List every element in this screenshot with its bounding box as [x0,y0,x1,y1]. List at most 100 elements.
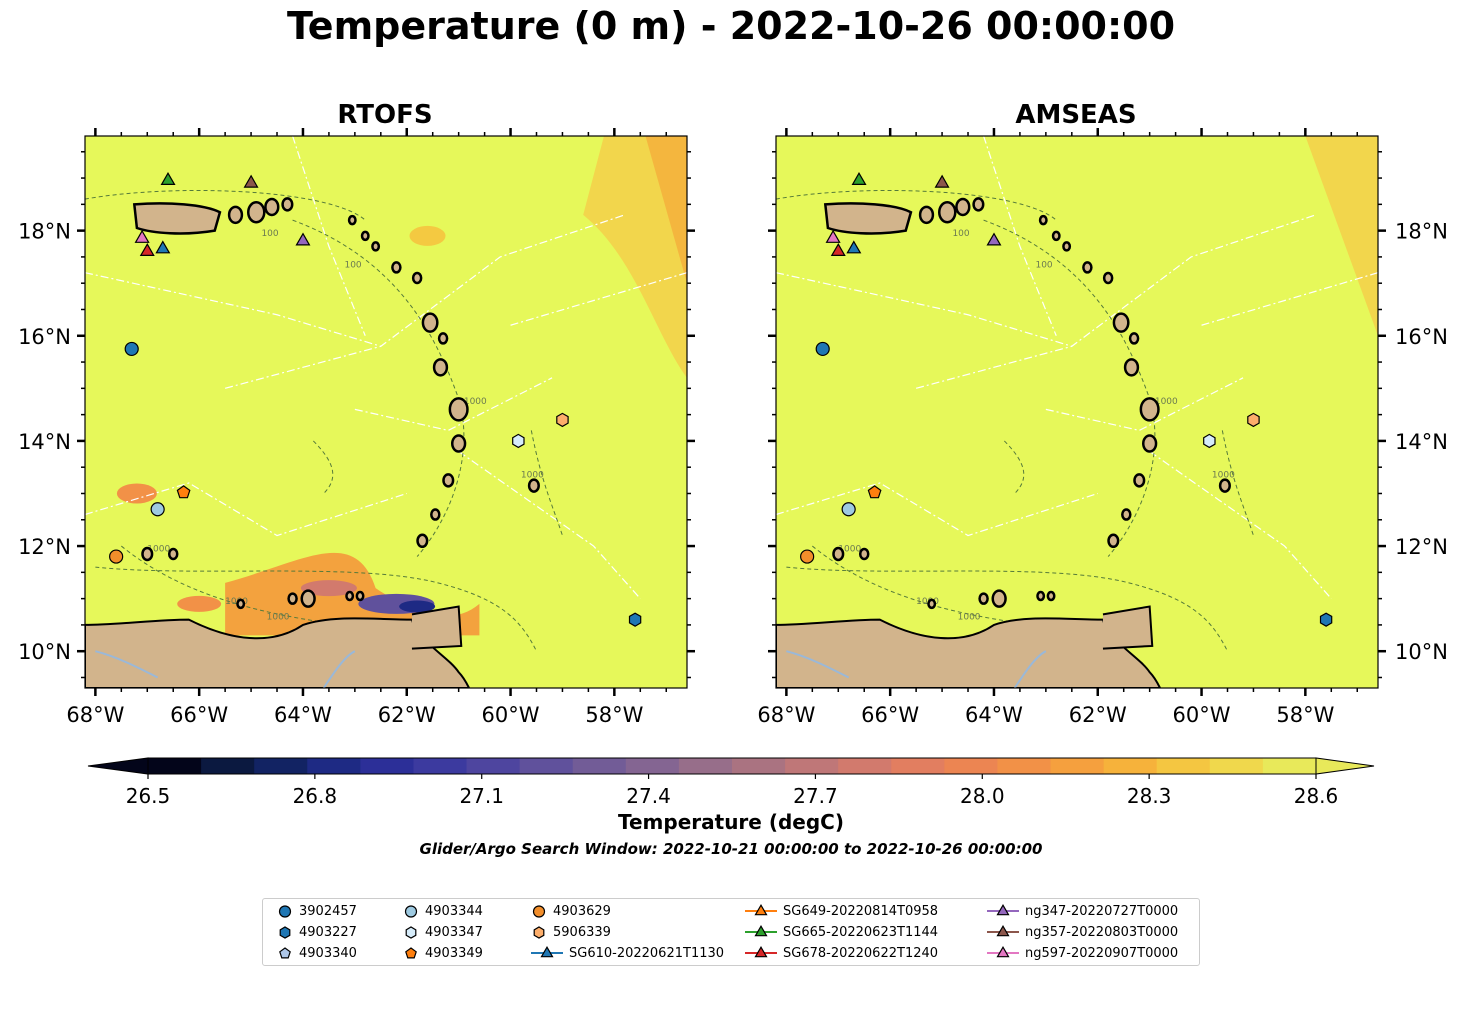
bathymetry-contour [312,440,334,494]
x-tick-label: 68°W [66,703,124,727]
colorbar-segment [466,758,521,774]
island [264,197,280,217]
boundary-line [458,450,641,600]
island [355,590,365,602]
marker-4903349 [867,485,882,499]
river [322,650,356,688]
x-tick-label: 66°W [861,703,919,727]
legend-label: 5906339 [553,924,611,940]
contour-label: 1000 [147,544,170,554]
cold-water-patch [300,580,357,597]
legend-item: 5906339 [531,924,611,940]
legend-item: 3902457 [277,903,357,919]
y-tick-label: 14°N [1395,430,1448,454]
island [1046,590,1056,602]
legend-label: ng357-20220803T0000 [1025,924,1179,940]
marker-3902457 [124,341,139,357]
legend-swatch [987,904,1019,916]
y-tick-label: 16°N [1395,325,1448,349]
island [391,261,402,274]
map-panel-rtofs: 1001001000100010001000100068°W66°W64°W62… [18,128,695,727]
y-tick-label: 12°N [1395,535,1448,559]
legend-swatch [531,946,563,958]
legend-swatch [745,904,777,916]
legend-item: SG665-20220623T1144 [745,924,938,940]
island [421,312,439,333]
legend-label: SG649-20220814T0958 [783,903,939,919]
marker-5906339 [556,412,569,428]
legend-item: SG678-20220622T1240 [745,945,938,961]
x-tick-label: 64°W [965,703,1023,727]
marker-ng357-20220803T0000 [243,174,259,188]
bathymetry-contour [530,430,563,536]
bathymetry-contour [776,190,1057,221]
legend-swatch [278,905,292,918]
marker-5906339 [1247,412,1260,428]
legend-marker [279,926,291,939]
contour-label: 1000 [1212,471,1235,481]
marker-SG678-20220622T1240 [139,242,155,256]
legend-marker [404,905,418,918]
legend-marker [405,926,417,939]
map-panels: 100 100 1000 1000 1000 1000 1000 68°W 66°W 64°W 62… [18,128,1448,727]
x-tick-label: 64°W [274,703,332,727]
legend-swatch [987,925,1019,937]
legend-label: 4903349 [425,945,483,961]
contour-label: 100 [952,229,969,239]
legend-marker [532,905,546,918]
boundary-line [510,272,687,326]
legend-label: 4903347 [425,924,483,940]
legend-swatch [533,926,545,939]
puerto-rico-land [132,202,222,235]
island [1218,478,1231,493]
colorbar-tick-label: 28.3 [1127,784,1172,808]
legend-swatch [745,946,777,958]
y-tick-label: 12°N [18,535,71,559]
island [1102,271,1114,285]
island [300,589,316,608]
legend-item: SG610-20220621T1130 [531,945,724,961]
south-america-land [776,617,1162,688]
marker-SG665-20220623T1144 [160,171,176,185]
chart-title: Temperature (0 m) - 2022-10-26 00:00:00 [286,4,1176,48]
warm-water-patch [177,595,222,612]
legend-swatch [405,947,417,959]
legend-marker [533,926,545,939]
legend-label: 3902457 [299,903,357,919]
island [832,546,845,562]
legend-marker [754,904,768,916]
bathymetry-contour [85,190,366,221]
colorbar-segment [1050,758,1105,774]
south-america-land [85,617,471,688]
colorbar-segment [838,758,892,774]
legend-label: 4903629 [553,903,611,919]
island [281,197,294,212]
colorbar-segment [572,758,627,774]
colorbar-segment [1262,758,1317,774]
colorbar-tick-label: 27.1 [459,784,504,808]
island [442,473,455,488]
legend-item: 4903629 [531,903,611,919]
colorbar-segment [997,758,1052,774]
island [1112,312,1130,333]
island [1133,473,1146,488]
legend-item: 4903227 [277,924,357,940]
boundary-line [1149,450,1332,600]
y-tick-label: 16°N [18,325,71,349]
warm-water-patch [583,136,687,378]
legend-swatch [279,926,291,939]
island [451,434,467,453]
marker-SG678-20220622T1240 [830,242,846,256]
marker-4903629 [800,549,815,564]
map-frame [84,135,688,689]
island [927,598,937,610]
marker-4903227 [1319,612,1333,627]
y-tick-label: 10°N [1395,640,1448,664]
island [1051,230,1061,242]
legend-marker [540,946,554,958]
island [430,508,441,521]
x-tick-label: 58°W [585,703,643,727]
island [448,397,469,422]
island [972,197,985,212]
island [978,592,989,605]
